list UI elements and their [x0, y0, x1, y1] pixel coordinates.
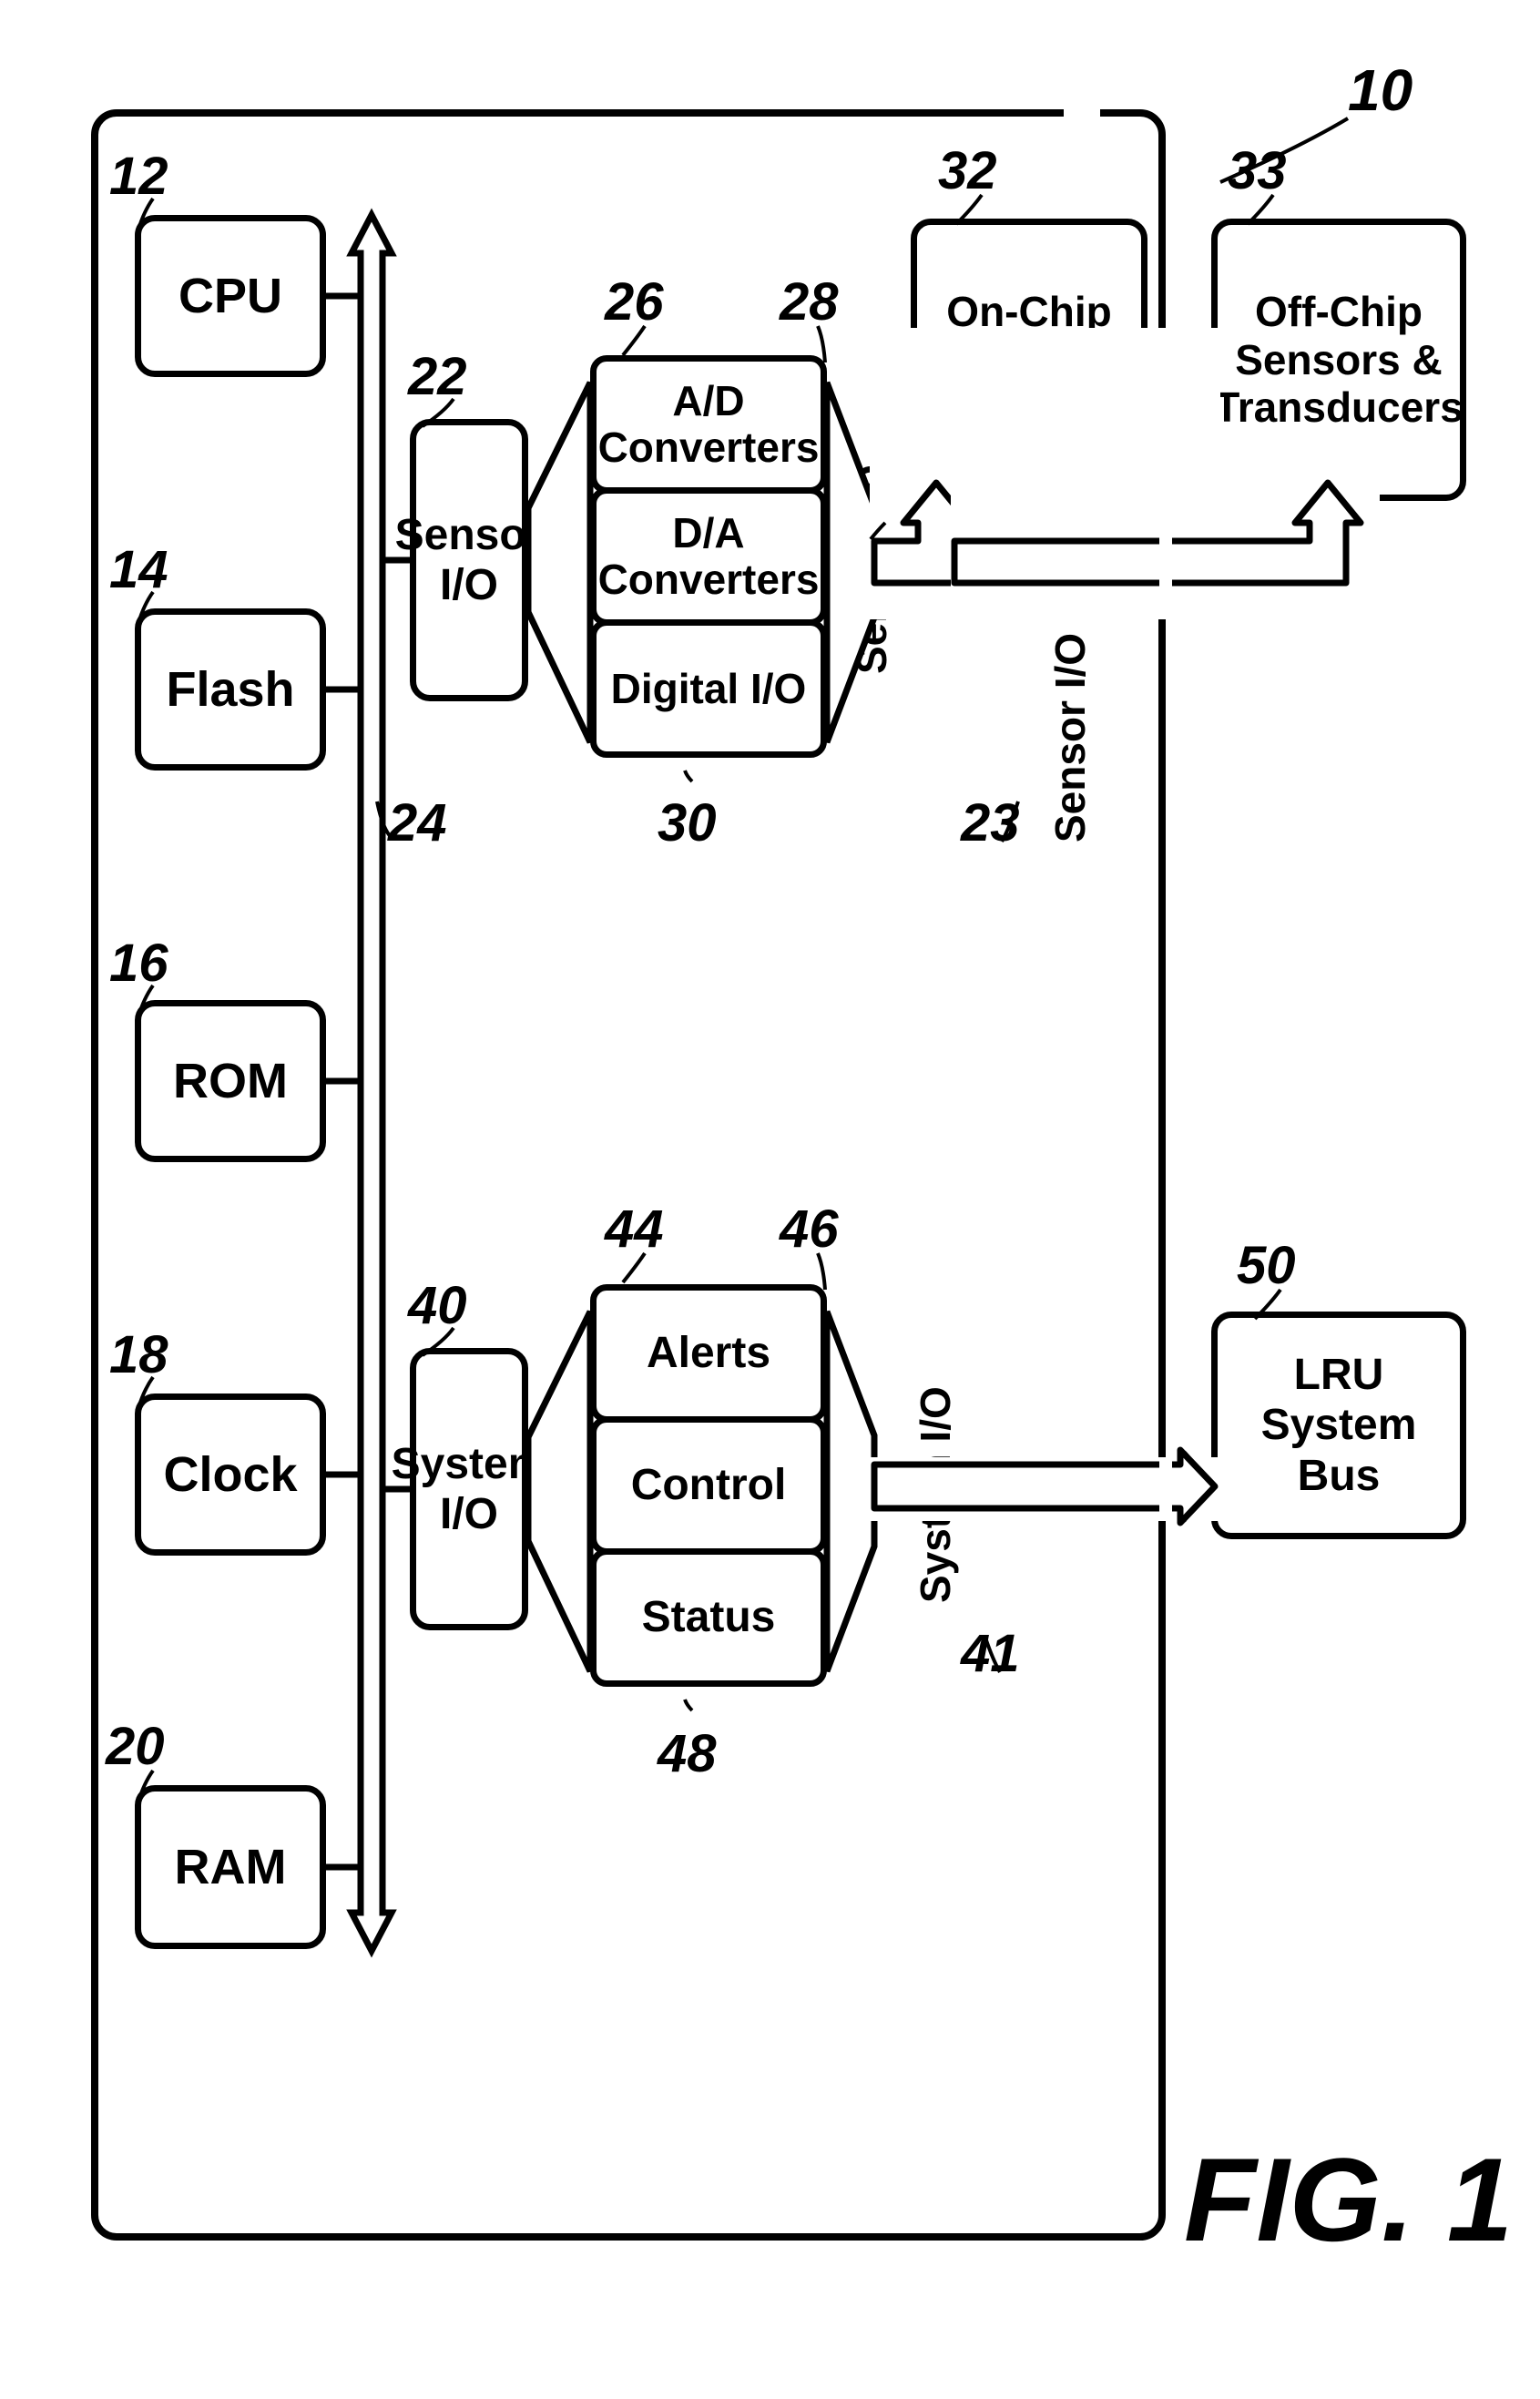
offchip-sensors-label: Off-Chip Sensors & Transducers	[1214, 288, 1464, 433]
ref-18: 18	[109, 1324, 168, 1385]
ram-label: RAM	[175, 1839, 287, 1895]
figure-label: FIG. 1	[1184, 2131, 1513, 2268]
ref-12: 12	[109, 146, 168, 207]
rom-box: ROM	[135, 1000, 326, 1162]
ref-50: 50	[1237, 1235, 1296, 1296]
sensor-io-bus-label-b: Sensor I/O	[1045, 633, 1095, 842]
offchip-sensors-box: Off-Chip Sensors & Transducers	[1211, 219, 1466, 501]
ad-converter-box: A/D Converters	[590, 355, 827, 494]
ref-33: 33	[1228, 140, 1287, 201]
da-converter-box: D/A Converters	[590, 487, 827, 626]
da-label: D/A Converters	[598, 510, 820, 602]
lru-bus-label: LRU System Bus	[1218, 1350, 1460, 1501]
ram-box: RAM	[135, 1785, 326, 1949]
lru-bus-box: LRU System Bus	[1211, 1312, 1466, 1539]
system-io-bus-label: System I/O	[911, 1386, 960, 1603]
digital-io-box: Digital I/O	[590, 619, 827, 758]
rom-label: ROM	[173, 1053, 288, 1109]
ref-23b: 23	[961, 792, 1020, 853]
ref-32: 32	[938, 140, 997, 201]
dio-label: Digital I/O	[611, 666, 807, 712]
cpu-box: CPU	[135, 215, 326, 377]
sysblock-stack: Alerts Control Status	[590, 1284, 827, 1699]
alerts-label: Alerts	[647, 1330, 770, 1378]
system-io-label: System I/O	[392, 1439, 547, 1539]
onchip-sensors-label: On-Chip Sensors & Transducers	[904, 288, 1154, 433]
status-label: Status	[642, 1594, 776, 1642]
clock-label: Clock	[163, 1446, 297, 1503]
onchip-sensors-box: On-Chip Sensors & Transducers	[911, 219, 1147, 501]
sensor-io-bus-label-a: Sensor I/O	[847, 464, 896, 674]
system-io-box: System I/O	[410, 1348, 528, 1630]
ref-41: 41	[961, 1623, 1020, 1684]
sensor-io-box: Sensor I/O	[410, 419, 528, 701]
status-box: Status	[590, 1548, 827, 1687]
ad-label: A/D Converters	[598, 378, 820, 470]
ref-26: 26	[605, 271, 664, 332]
ref-46: 46	[780, 1199, 839, 1260]
ref-10: 10	[1348, 56, 1413, 124]
flash-label: Flash	[166, 661, 294, 718]
alerts-box: Alerts	[590, 1284, 827, 1423]
control-label: Control	[631, 1462, 787, 1510]
ref-28: 28	[780, 271, 839, 332]
ref-22: 22	[408, 346, 467, 407]
ref-16: 16	[109, 933, 168, 994]
flash-box: Flash	[135, 608, 326, 771]
cpu-label: CPU	[178, 268, 282, 324]
ref-30: 30	[658, 792, 717, 853]
sensor-io-label: Sensor I/O	[395, 510, 544, 610]
ref-20: 20	[106, 1716, 165, 1777]
ref-24: 24	[388, 792, 447, 853]
ref-14: 14	[109, 539, 168, 600]
ref-40: 40	[408, 1275, 467, 1336]
ref-48: 48	[658, 1723, 717, 1784]
control-box: Control	[590, 1416, 827, 1555]
converter-stack: A/D Converters D/A Converters Digital I/…	[590, 355, 827, 770]
clock-box: Clock	[135, 1393, 326, 1556]
ref-44: 44	[605, 1199, 664, 1260]
